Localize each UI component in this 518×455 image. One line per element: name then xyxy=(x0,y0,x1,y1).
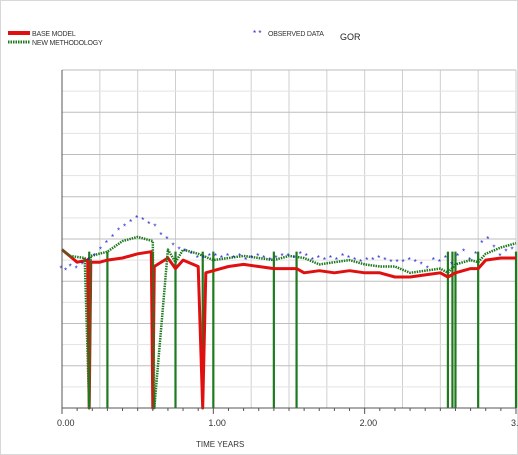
legend-label-new-methodology: NEW METHODOLOGY xyxy=(32,40,103,47)
observed-point: * xyxy=(244,256,247,265)
observed-point: * xyxy=(268,256,271,265)
observed-point: * xyxy=(202,254,205,263)
observed-point: * xyxy=(450,260,453,269)
plot-lines xyxy=(61,235,517,410)
x-tick-label: 3.00 xyxy=(511,418,518,428)
observed-point: * xyxy=(480,239,483,248)
legend-label-base-model: BASE MODEL xyxy=(32,31,76,38)
observed-point: * xyxy=(81,260,84,269)
x-tick-label: 0.00 xyxy=(57,418,75,428)
legend-label-observed-data: OBSERVED DATA xyxy=(268,31,324,38)
observed-point: * xyxy=(159,231,162,240)
observed-point: * xyxy=(311,256,314,265)
observed-point: * xyxy=(462,248,465,257)
observed-point: * xyxy=(299,250,302,259)
observed-point: * xyxy=(111,233,114,242)
observed-point: * xyxy=(99,246,102,255)
observed-point: * xyxy=(504,248,507,257)
observed-point: * xyxy=(123,222,126,231)
observed-point: * xyxy=(395,258,398,267)
observed-point: * xyxy=(135,214,138,223)
observed-point: * xyxy=(60,265,63,274)
observed-point: * xyxy=(226,252,229,261)
observed-point: * xyxy=(341,252,344,261)
observed-point: * xyxy=(153,222,156,231)
observed-point: * xyxy=(414,258,417,267)
observed-point: * xyxy=(438,258,441,267)
observed-point: * xyxy=(468,256,471,265)
observed-point: * xyxy=(432,256,435,265)
observed-point: * xyxy=(335,256,338,265)
observed-point: * xyxy=(178,246,181,255)
observed-point: * xyxy=(141,216,144,225)
observed-point: * xyxy=(408,256,411,265)
observed-point: * xyxy=(184,248,187,257)
observed-point: * xyxy=(238,252,241,261)
legend-swatch-observed-data: * * xyxy=(253,29,261,38)
observed-point: * xyxy=(274,254,277,263)
observed-point: * xyxy=(256,252,259,261)
observed-point: * xyxy=(250,254,253,263)
grid xyxy=(62,69,517,409)
observed-point: * xyxy=(359,258,362,267)
observed-point: * xyxy=(87,256,90,265)
observed-point: * xyxy=(305,252,308,261)
observed-markers: * * * * * * ***** * * * * * ** ** * * * * * * * * * * * * * * * * * * * *… xyxy=(60,214,514,276)
observed-point: * xyxy=(287,252,290,261)
observed-point: * xyxy=(353,256,356,265)
observed-point: * xyxy=(347,254,350,263)
observed-point: * xyxy=(365,256,368,265)
observed-point: * xyxy=(383,256,386,265)
x-tick-label: 1.00 xyxy=(208,418,226,428)
observed-point: * xyxy=(389,258,392,267)
observed-point: * xyxy=(474,250,477,259)
observed-point: * xyxy=(317,254,320,263)
observed-point: * xyxy=(214,252,217,261)
observed-point: * xyxy=(377,254,380,263)
observed-point: * xyxy=(165,235,168,244)
observed-point: * xyxy=(280,252,283,261)
observed-point: * xyxy=(426,265,429,274)
observed-point: * xyxy=(329,254,332,263)
x-ticks: 0.00 1.00 2.00 3.00 xyxy=(57,408,518,428)
observed-point: * xyxy=(64,267,67,276)
observed-point: * xyxy=(220,254,223,263)
observed-point: * xyxy=(117,227,120,236)
observed-point: * xyxy=(105,239,108,248)
observed-point: * xyxy=(402,258,405,267)
observed-point: * xyxy=(498,252,501,261)
observed-point: * xyxy=(171,241,174,250)
observed-point: * xyxy=(147,220,150,229)
observed-point: * xyxy=(486,235,489,244)
observed-point: * xyxy=(456,252,459,261)
observed-point: * xyxy=(371,256,374,265)
x-axis-label: TIME YEARS xyxy=(196,440,244,449)
observed-point: * xyxy=(129,218,132,227)
x-tick-label: 2.00 xyxy=(360,418,378,428)
observed-point: * xyxy=(444,254,447,263)
observed-point: * xyxy=(293,254,296,263)
legend: BASE MODEL NEW METHODOLOGY * * OBSERVED … xyxy=(8,29,324,47)
observed-point: * xyxy=(208,252,211,261)
observed-point: * xyxy=(69,262,72,271)
series-line-base-model xyxy=(61,248,516,410)
observed-point: * xyxy=(75,265,78,274)
observed-point: * xyxy=(93,252,96,261)
observed-point: * xyxy=(232,254,235,263)
observed-point: * xyxy=(510,246,513,255)
series-line-new-methodology xyxy=(61,235,517,410)
observed-point: * xyxy=(420,260,423,269)
observed-point: * xyxy=(196,254,199,263)
observed-point: * xyxy=(190,250,193,259)
observed-point: * xyxy=(262,254,265,263)
observed-point: * xyxy=(492,243,495,252)
chart-title: GOR xyxy=(340,32,361,42)
observed-point: * xyxy=(323,256,326,265)
